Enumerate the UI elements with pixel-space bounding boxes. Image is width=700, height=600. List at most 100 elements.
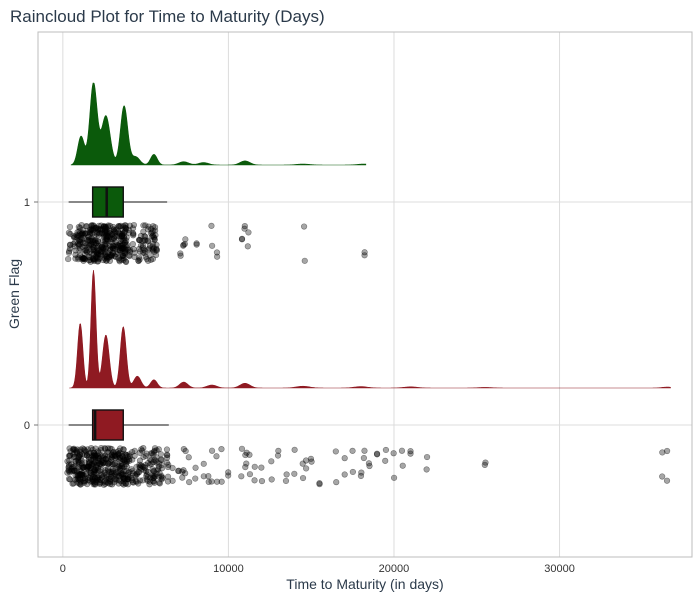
data-point bbox=[73, 232, 80, 239]
data-point bbox=[91, 452, 99, 459]
data-point bbox=[87, 258, 94, 265]
data-point bbox=[83, 247, 90, 254]
data-point bbox=[143, 471, 151, 478]
data-point bbox=[92, 256, 99, 263]
data-point bbox=[136, 461, 143, 468]
data-point bbox=[74, 479, 81, 486]
data-point bbox=[136, 236, 143, 244]
data-point bbox=[78, 231, 85, 238]
data-point bbox=[105, 449, 112, 456]
data-point bbox=[90, 452, 97, 459]
data-point bbox=[100, 454, 107, 461]
data-point bbox=[137, 232, 145, 240]
data-point bbox=[106, 242, 114, 249]
data-point bbox=[382, 446, 390, 454]
data-point bbox=[108, 244, 116, 251]
data-point bbox=[149, 243, 156, 250]
data-point bbox=[101, 469, 108, 476]
data-point bbox=[147, 230, 155, 237]
data-point bbox=[111, 229, 118, 236]
data-point bbox=[80, 464, 87, 471]
data-point bbox=[66, 469, 73, 476]
data-point bbox=[123, 241, 131, 249]
data-point bbox=[101, 230, 109, 237]
data-point bbox=[150, 245, 158, 252]
data-point bbox=[76, 453, 83, 460]
data-point bbox=[108, 473, 115, 481]
data-point bbox=[66, 476, 74, 483]
data-point bbox=[96, 255, 103, 262]
data-point bbox=[118, 235, 125, 242]
data-point bbox=[80, 464, 87, 471]
data-point bbox=[238, 236, 246, 243]
data-point bbox=[110, 245, 117, 252]
data-point bbox=[67, 241, 74, 249]
data-point bbox=[97, 446, 104, 454]
data-point bbox=[119, 464, 126, 472]
data-point bbox=[119, 453, 127, 460]
data-point bbox=[94, 251, 102, 258]
data-point bbox=[150, 467, 157, 475]
data-point bbox=[120, 223, 127, 230]
data-point bbox=[152, 473, 159, 480]
data-point bbox=[148, 229, 156, 236]
data-point bbox=[119, 480, 126, 487]
data-point bbox=[122, 227, 129, 234]
data-point bbox=[145, 223, 152, 230]
data-point bbox=[82, 230, 89, 237]
data-point bbox=[79, 236, 86, 243]
data-point bbox=[108, 451, 115, 458]
data-point bbox=[251, 477, 258, 484]
data-point bbox=[113, 465, 120, 472]
chart-title: Raincloud Plot for Time to Maturity (Day… bbox=[10, 7, 325, 26]
data-point bbox=[153, 246, 160, 253]
data-point bbox=[103, 244, 110, 251]
data-point bbox=[113, 233, 120, 240]
data-point bbox=[79, 227, 87, 234]
data-point bbox=[108, 454, 115, 461]
data-point bbox=[407, 450, 414, 457]
data-point bbox=[88, 222, 95, 229]
data-point bbox=[146, 252, 153, 259]
data-point bbox=[152, 232, 159, 239]
data-point bbox=[102, 445, 109, 453]
data-point bbox=[365, 460, 373, 467]
data-point bbox=[112, 245, 119, 252]
data-point bbox=[75, 460, 83, 467]
data-point bbox=[104, 465, 111, 472]
data-point bbox=[93, 463, 100, 471]
data-point bbox=[149, 471, 156, 479]
data-point bbox=[80, 255, 87, 262]
data-point bbox=[121, 475, 129, 482]
data-point bbox=[106, 257, 113, 265]
data-point bbox=[70, 467, 77, 475]
data-point bbox=[92, 224, 99, 231]
data-point bbox=[107, 246, 114, 254]
data-point bbox=[100, 456, 107, 464]
y-tick-label: 0 bbox=[24, 420, 30, 432]
data-point bbox=[122, 480, 129, 487]
data-point bbox=[182, 236, 189, 243]
data-point bbox=[92, 253, 99, 260]
data-point bbox=[106, 253, 113, 261]
data-point bbox=[92, 481, 99, 488]
data-point bbox=[96, 230, 103, 237]
data-point bbox=[82, 448, 89, 455]
data-point bbox=[117, 478, 124, 485]
data-point bbox=[76, 448, 84, 455]
data-point bbox=[299, 474, 307, 482]
data-point bbox=[98, 243, 105, 250]
data-point bbox=[67, 230, 74, 238]
data-point bbox=[116, 257, 123, 264]
data-point bbox=[130, 230, 137, 238]
data-point bbox=[115, 451, 122, 459]
data-point bbox=[89, 476, 96, 483]
data-point bbox=[144, 238, 151, 245]
data-point bbox=[144, 226, 152, 233]
data-point bbox=[95, 475, 102, 482]
data-point bbox=[96, 460, 103, 468]
data-point bbox=[151, 479, 158, 486]
data-point bbox=[169, 464, 176, 472]
data-point bbox=[150, 228, 157, 235]
data-point bbox=[97, 460, 104, 467]
